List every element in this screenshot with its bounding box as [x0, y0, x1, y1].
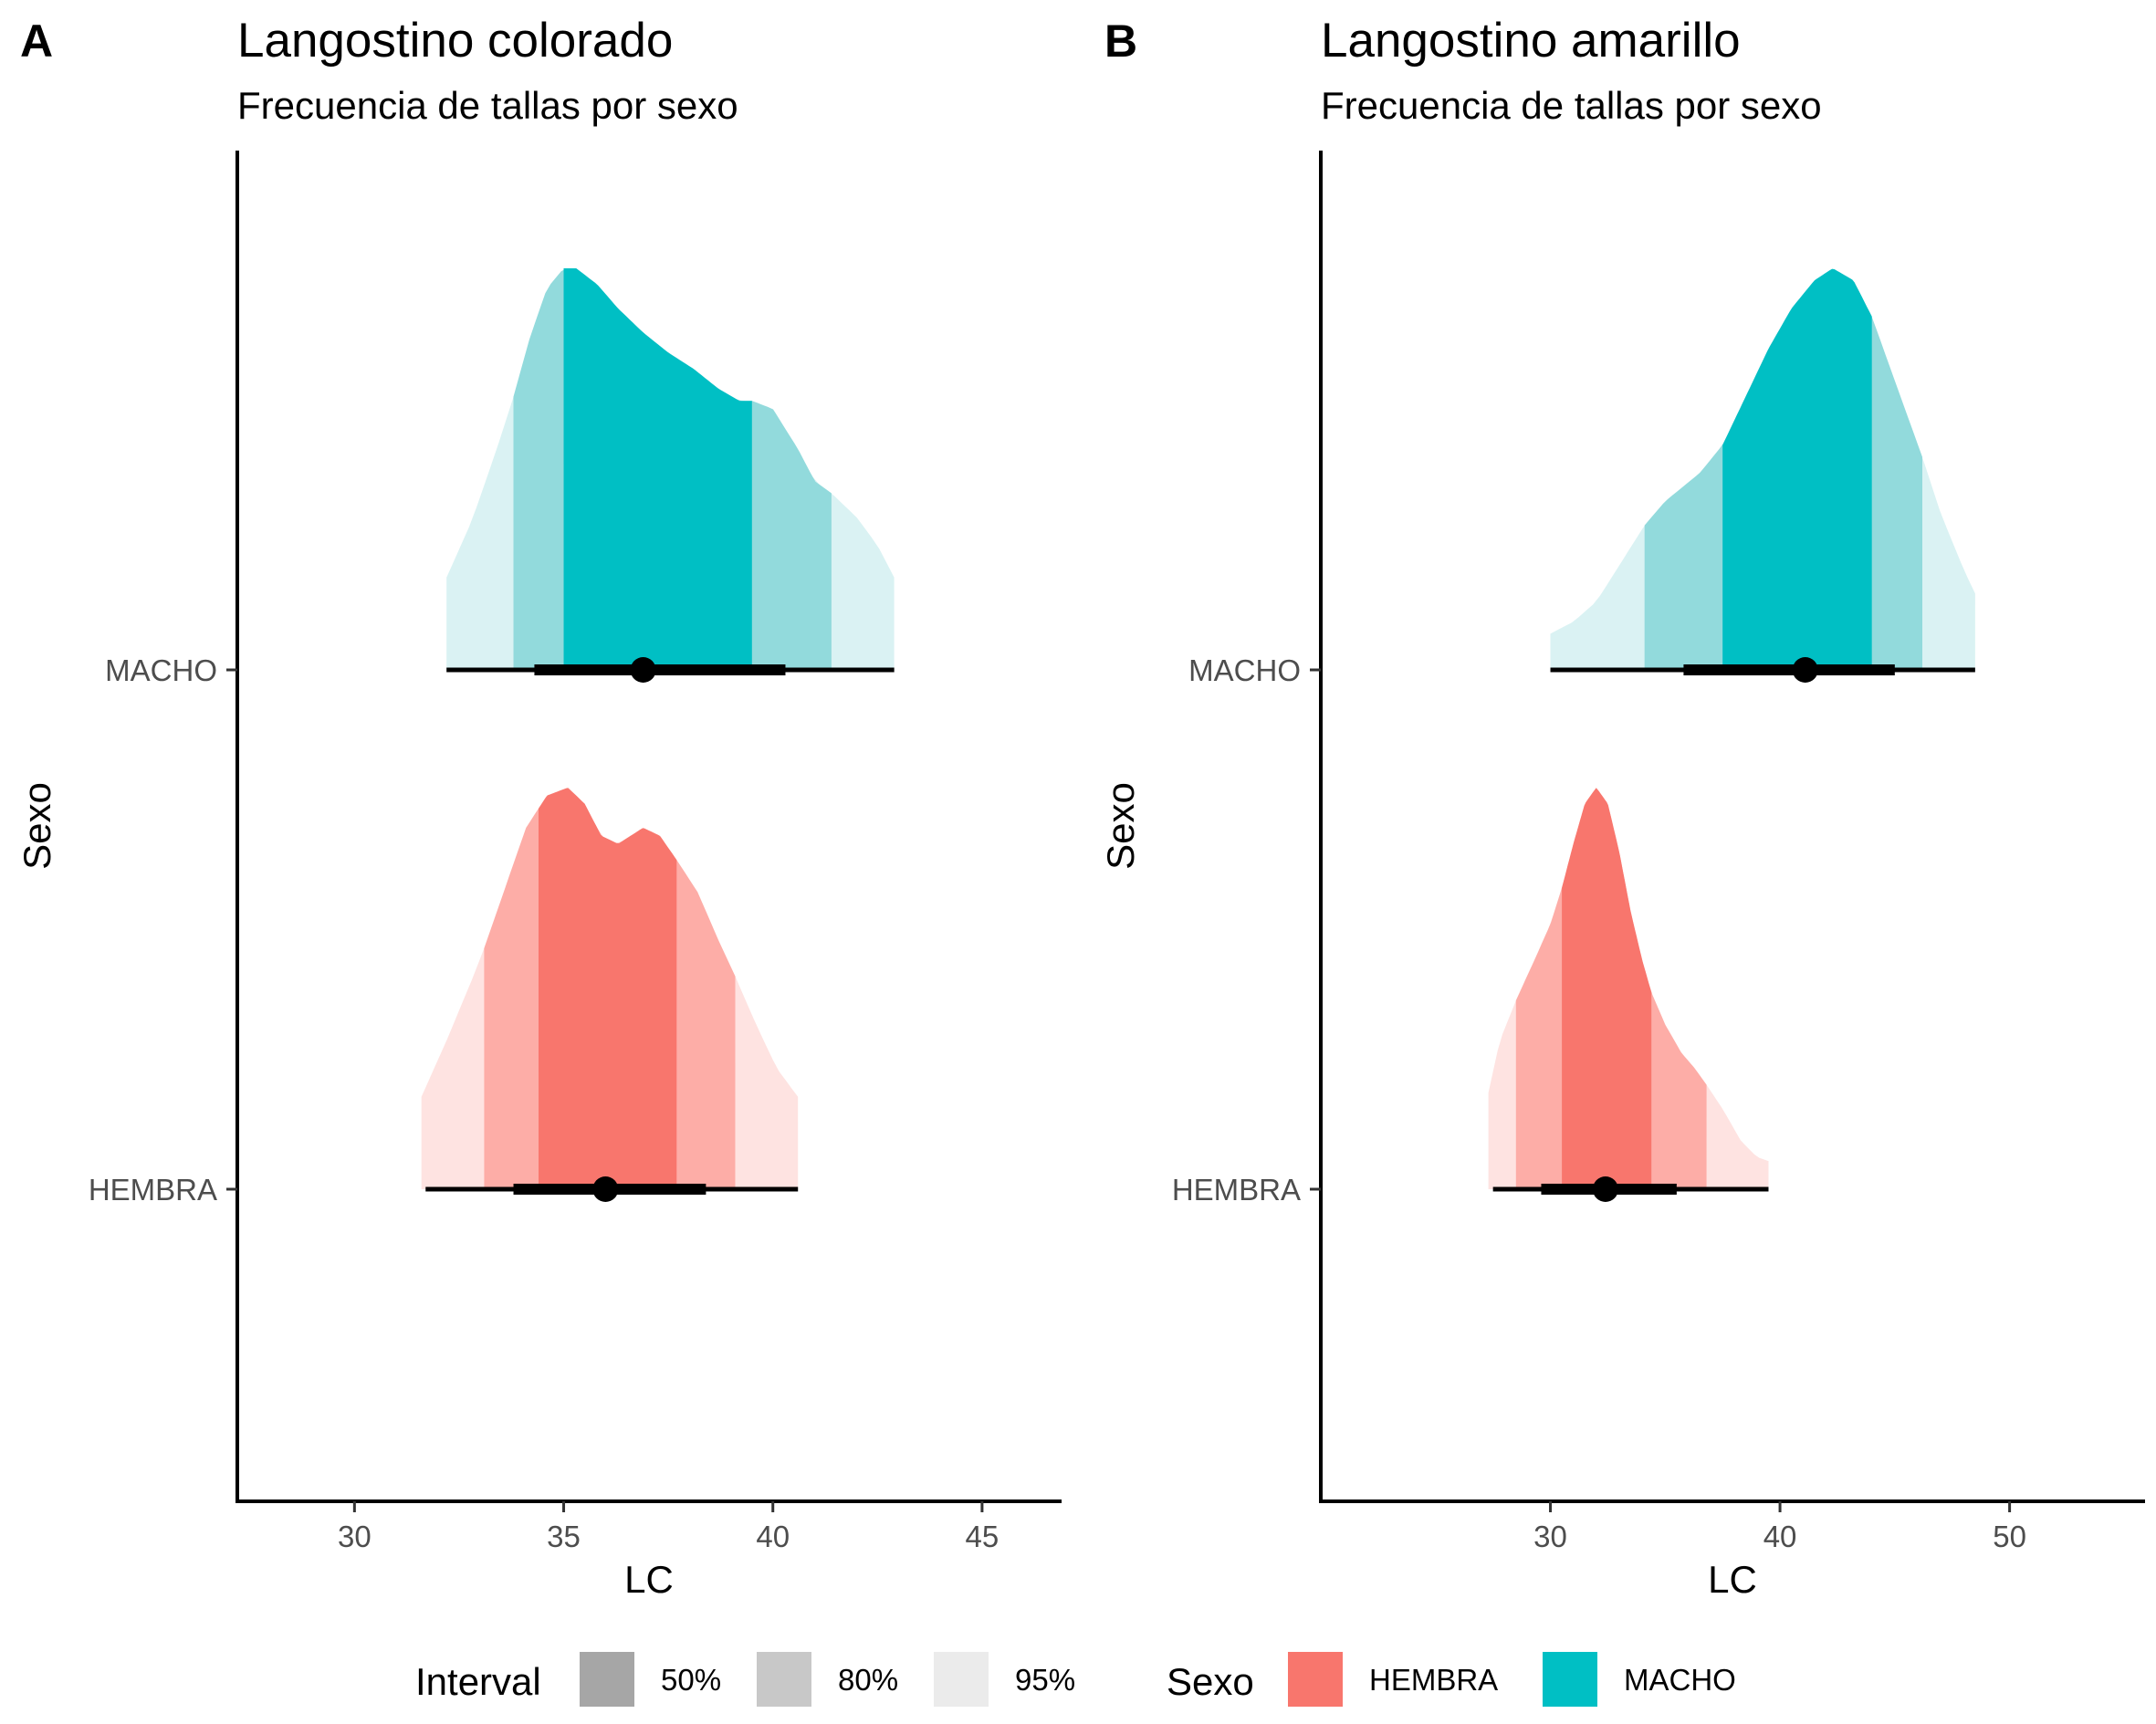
legend-title-sexo: Sexo: [1167, 1660, 1254, 1703]
legend-swatch-95: [934, 1652, 989, 1707]
x-tick-label: 40: [756, 1520, 790, 1553]
y-tick-label: MACHO: [105, 653, 217, 687]
x-tick-label: 45: [966, 1520, 1000, 1553]
panel-b: B Langostino amarillo Frecuencia de tall…: [1099, 14, 2145, 1601]
density-band-macho-50: [1722, 268, 1872, 670]
plot-area: 30 35 40 45 HEMBRA MACHO: [89, 151, 1062, 1553]
y-tick-label: HEMBRA: [1172, 1173, 1301, 1207]
panel-a: A Langostino colorado Frecuencia de tall…: [16, 14, 1062, 1601]
point-estimate-hembra: [1592, 1176, 1618, 1202]
legend-swatch-80: [757, 1652, 811, 1707]
legend-swatch-50: [580, 1652, 634, 1707]
plot-area: 30 40 50 HEMBRA MACHO: [1172, 151, 2145, 1553]
legend: Interval 50% 80% 95% Sexo HEMBRA MACHO: [415, 1652, 1736, 1707]
point-estimate-macho: [1792, 657, 1818, 683]
x-tick-label: 30: [1533, 1520, 1567, 1553]
chart-title: Langostino colorado: [237, 14, 673, 68]
legend-title-interval: Interval: [415, 1660, 541, 1703]
density-band-hembra-50: [539, 788, 677, 1189]
legend-label-80: 80%: [838, 1663, 898, 1697]
legend-label-macho: MACHO: [1624, 1663, 1736, 1697]
legend-swatch-macho: [1543, 1652, 1597, 1707]
legend-label-95: 95%: [1015, 1663, 1075, 1697]
y-tick-label: MACHO: [1188, 653, 1301, 687]
chart-title: Langostino amarillo: [1321, 14, 1741, 68]
legend-label-50: 50%: [661, 1663, 721, 1697]
x-tick-label: 30: [338, 1520, 372, 1553]
point-estimate-hembra: [592, 1176, 619, 1202]
density-band-macho-50: [563, 268, 752, 670]
x-tick-label: 40: [1764, 1520, 1797, 1553]
legend-label-hembra: HEMBRA: [1369, 1663, 1498, 1697]
legend-swatch-hembra: [1288, 1652, 1343, 1707]
y-tick-label: HEMBRA: [89, 1173, 217, 1207]
panel-tag: A: [20, 16, 53, 67]
panel-tag: B: [1104, 16, 1137, 67]
density-band-hembra-50: [1562, 788, 1652, 1189]
y-axis-title: Sexo: [1099, 782, 1142, 870]
x-tick-label: 35: [547, 1520, 581, 1553]
chart-subtitle: Frecuencia de tallas por sexo: [1321, 84, 1822, 127]
y-axis-title: Sexo: [16, 782, 58, 870]
x-axis-title: LC: [1708, 1558, 1757, 1601]
x-axis-title: LC: [624, 1558, 674, 1601]
point-estimate-macho: [630, 657, 656, 683]
x-tick-label: 50: [1993, 1520, 2026, 1553]
chart-subtitle: Frecuencia de tallas por sexo: [237, 84, 738, 127]
